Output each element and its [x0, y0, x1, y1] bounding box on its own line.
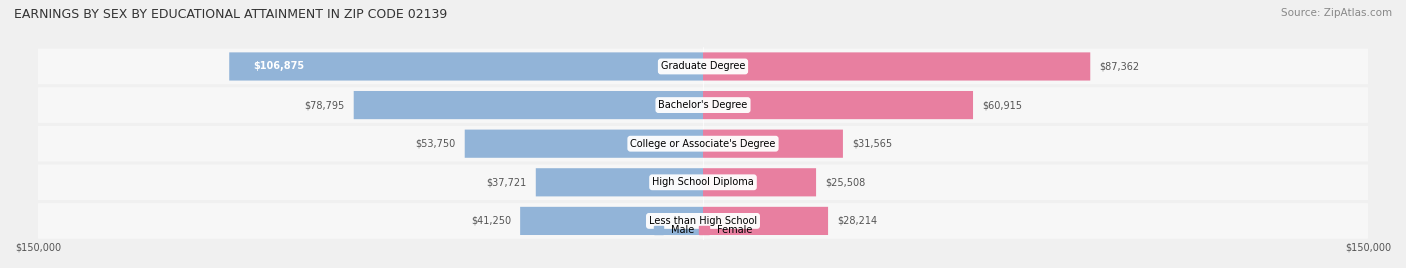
Text: $53,750: $53,750	[416, 139, 456, 149]
Text: $25,508: $25,508	[825, 177, 865, 187]
FancyBboxPatch shape	[354, 91, 703, 119]
FancyBboxPatch shape	[703, 130, 844, 158]
FancyBboxPatch shape	[703, 52, 1090, 81]
FancyBboxPatch shape	[38, 87, 1368, 123]
Text: High School Diploma: High School Diploma	[652, 177, 754, 187]
Text: $60,915: $60,915	[981, 100, 1022, 110]
FancyBboxPatch shape	[703, 168, 815, 196]
FancyBboxPatch shape	[465, 130, 703, 158]
Text: $31,565: $31,565	[852, 139, 891, 149]
Text: EARNINGS BY SEX BY EDUCATIONAL ATTAINMENT IN ZIP CODE 02139: EARNINGS BY SEX BY EDUCATIONAL ATTAINMEN…	[14, 8, 447, 21]
FancyBboxPatch shape	[229, 52, 703, 81]
Text: $106,875: $106,875	[253, 61, 304, 72]
Text: $28,214: $28,214	[837, 216, 877, 226]
FancyBboxPatch shape	[38, 126, 1368, 161]
Text: Source: ZipAtlas.com: Source: ZipAtlas.com	[1281, 8, 1392, 18]
FancyBboxPatch shape	[536, 168, 703, 196]
FancyBboxPatch shape	[38, 165, 1368, 200]
FancyBboxPatch shape	[38, 49, 1368, 84]
FancyBboxPatch shape	[520, 207, 703, 235]
Text: $41,250: $41,250	[471, 216, 512, 226]
FancyBboxPatch shape	[703, 91, 973, 119]
FancyBboxPatch shape	[703, 207, 828, 235]
Text: Graduate Degree: Graduate Degree	[661, 61, 745, 72]
Text: College or Associate's Degree: College or Associate's Degree	[630, 139, 776, 149]
Text: $37,721: $37,721	[486, 177, 527, 187]
Legend: Male, Female: Male, Female	[650, 221, 756, 239]
Text: $78,795: $78,795	[305, 100, 344, 110]
Text: Bachelor's Degree: Bachelor's Degree	[658, 100, 748, 110]
Text: Less than High School: Less than High School	[650, 216, 756, 226]
Text: $87,362: $87,362	[1099, 61, 1139, 72]
FancyBboxPatch shape	[38, 203, 1368, 239]
